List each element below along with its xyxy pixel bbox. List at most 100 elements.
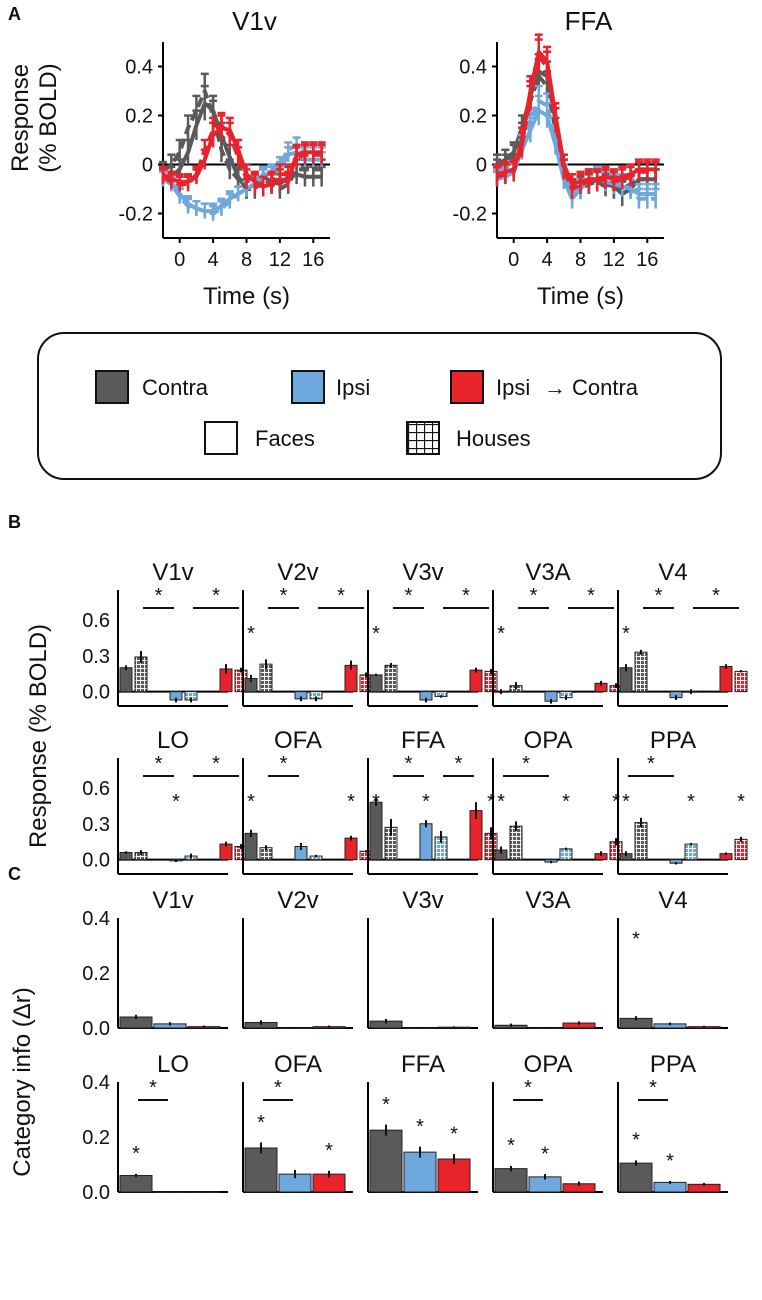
significance-star: * [541,1143,549,1165]
ytick-label: 0.4 [82,908,110,930]
roi-title: V3A [525,887,570,914]
significance-star: * [647,753,655,775]
significance-star: * [149,1077,157,1099]
legend: Contra Ipsi Ipsi → Contra Faces Houses [37,332,722,480]
legend-label-houses: Houses [456,426,531,451]
significance-star: * [280,585,288,607]
legend-swatch-houses [406,421,440,455]
bar-contra [119,1175,153,1193]
roi-title: OFA [274,727,322,754]
significance-star: * [247,791,255,813]
legend-swatch-contra [95,370,129,404]
roi-title: V2v [277,559,318,586]
significance-star: * [247,623,255,645]
ytick-label: 0.2 [82,963,110,985]
roi-v4: V4 * [617,887,728,1029]
bar-contra-houses [634,822,648,861]
roi-v1v: V1v 0.0 0.2 0.4 [82,887,228,1040]
xtick-label: 16 [302,249,324,271]
bar-contra-houses [634,651,648,693]
bar-ipsi-houses [684,843,698,861]
xtick-label: 0 [174,249,185,271]
roi-lo: LO 0.0 0.3 0.6 * * * [82,727,248,875]
ytick-label: 0.6 [82,778,110,800]
roi-ppa: PPA*** [617,1051,728,1193]
roi-ppa: PPA*** * [617,727,748,875]
roi-title: OPA [524,1051,573,1078]
ytick-label: 0.0 [82,850,110,872]
bar-ipsi-contra-houses [484,670,498,693]
series-line [161,89,322,191]
ytick-label: 0.2 [459,106,487,128]
series-line [496,54,656,191]
plot-ffa-timecourse: FFA -0.2 0 0.2 0.4 0 4 8 12 16 Time (s) [453,6,664,310]
roi-ffa: FFA * * * [367,1051,478,1193]
xtick-label: 4 [542,249,553,271]
ytick-label: 0.0 [82,1182,110,1204]
panel-a-letter: A [8,4,21,24]
legend-swatch-ipsi [291,370,325,404]
significance-star: * [666,1150,674,1172]
legend-label-faces: Faces [255,426,315,451]
panel-c-ylabel: Category info (Δr) [9,987,36,1176]
significance-star: * [455,753,463,775]
significance-star: * [212,753,220,775]
significance-star: * [372,791,380,813]
significance-star: * [737,791,745,813]
bar-contra [244,1147,278,1193]
roi-title: OFA [274,1051,322,1078]
ytick-label: 0 [476,155,487,177]
significance-star: * [522,753,530,775]
bar-contra-houses [384,664,398,693]
legend-label-ipsi: Ipsi [336,375,370,400]
significance-star: * [562,791,570,813]
bar-contra [369,1129,403,1193]
series-ipsi-houses [159,136,326,221]
bar-ipsi-contra-houses [734,838,748,861]
ytick-label: 0.4 [459,57,487,79]
roi-title: LO [157,727,189,754]
legend-swatch-faces [204,421,238,455]
ytick-label: 0.0 [82,1018,110,1040]
series-ipsi-contra-faces [493,33,660,194]
ytick-label: 0.2 [125,106,153,128]
bar-ipsi-houses [559,848,573,861]
legend-label-ipsi-contra-b: Contra [572,375,639,400]
ytick-label: 0.6 [82,610,110,632]
significance-star: * [632,1130,640,1152]
significance-star: * [530,585,538,607]
ytick-label: 0 [142,155,153,177]
plot-v1v-timecourse: V1v -0.2 0 0.2 0.4 0 4 8 12 16 Time (s) [119,6,330,310]
ytick-label: 0.2 [82,1127,110,1149]
bar-contra-houses [509,825,523,861]
bar-ipsi [403,1151,437,1193]
significance-star: * [132,1143,140,1165]
bar-ipsi-contra-faces [469,669,483,693]
bar-contra-faces [244,832,258,861]
roi-v1v: V1v 0.0 0.3 0.6 * * [82,559,248,707]
significance-star: * [325,1140,333,1162]
xtick-label: 16 [636,249,658,271]
roi-ffa: FFA***** [367,727,498,875]
significance-star: * [507,1135,515,1157]
roi-v2v: V2v** * [242,559,373,707]
roi-v3v: V3v** * [367,559,498,707]
bar-ipsi [653,1181,687,1193]
panel-b-ylabel: Response (% BOLD) [25,624,52,848]
significance-star: * [497,791,505,813]
legend-label-ipsi-contra-a: Ipsi [496,375,530,400]
significance-star: * [462,585,470,607]
bar-contra [619,1162,653,1193]
xtick-label: 4 [208,249,219,271]
bar-contra-faces [119,667,133,693]
bar-contra-faces [369,674,383,693]
significance-star: * [622,791,630,813]
significance-star: * [347,791,355,813]
bar-ipsi-contra-houses [734,670,748,693]
significance-star: * [416,1116,424,1138]
roi-title: PPA [650,1051,696,1078]
significance-star: * [612,791,620,813]
panel-a-ylabel-line1: Response [7,64,34,172]
series-contra-houses [493,57,660,202]
